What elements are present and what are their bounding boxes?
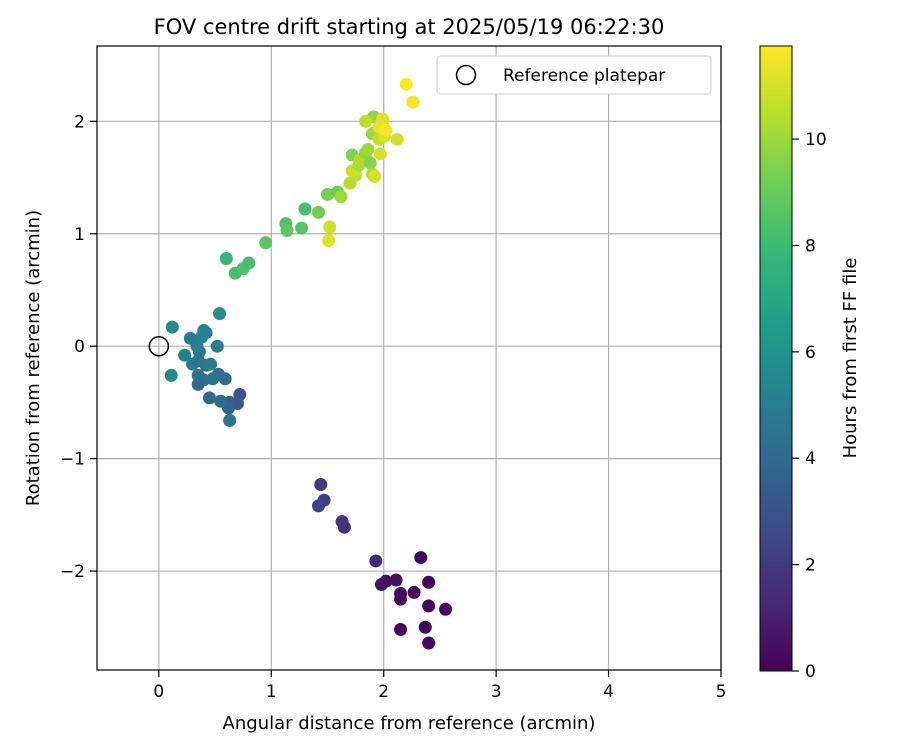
- colorbar-tick-label: 2: [805, 556, 816, 576]
- x-axis-label: Angular distance from reference (arcmin): [223, 713, 596, 734]
- data-point: [202, 391, 216, 405]
- colorbar-tick-label: 10: [805, 130, 827, 150]
- data-point: [374, 578, 388, 592]
- data-point: [223, 413, 237, 427]
- data-point: [280, 223, 294, 237]
- data-point: [295, 221, 309, 235]
- data-point: [334, 190, 348, 204]
- data-point: [219, 251, 233, 265]
- data-point: [422, 599, 436, 613]
- data-point: [379, 123, 393, 137]
- data-point: [311, 205, 325, 219]
- data-point: [214, 394, 228, 408]
- data-point: [422, 575, 436, 589]
- x-tick-label: 1: [266, 682, 277, 702]
- data-point: [373, 147, 387, 161]
- data-point: [199, 326, 213, 340]
- data-point: [164, 368, 178, 382]
- data-point: [406, 95, 420, 109]
- data-point: [422, 636, 436, 650]
- colorbar: 0 2 4 6 8 10 Hours from first FF file: [759, 45, 861, 682]
- data-point: [363, 156, 377, 170]
- legend: Reference platepar: [436, 55, 712, 95]
- plot-frame: [96, 45, 722, 671]
- data-point: [414, 551, 428, 565]
- y-tick-label: 0: [74, 337, 85, 357]
- data-point: [361, 142, 375, 156]
- y-tick-label: 1: [74, 225, 85, 245]
- colorbar-gradient: [759, 45, 793, 672]
- data-point: [394, 592, 408, 606]
- scatter-points: [164, 77, 453, 650]
- data-point: [368, 169, 382, 183]
- x-tick-label: 5: [716, 682, 727, 702]
- data-point: [439, 602, 453, 616]
- data-point: [298, 202, 312, 216]
- data-point: [322, 234, 336, 248]
- data-point: [389, 573, 403, 587]
- data-point: [407, 585, 421, 599]
- y-axis-label: Rotation from reference (arcmin): [23, 210, 44, 506]
- y-tick-label: −1: [60, 450, 85, 470]
- data-point: [323, 220, 337, 234]
- y-tick-label: 2: [74, 112, 85, 132]
- legend-reference-label: Reference platepar: [503, 66, 665, 86]
- data-point: [369, 554, 383, 568]
- y-tick-label: −2: [60, 562, 85, 582]
- data-point: [191, 377, 205, 391]
- data-point: [335, 515, 349, 529]
- data-point: [394, 623, 408, 637]
- x-axis-ticks: 0 1 2 3 4 5: [153, 670, 726, 702]
- data-point: [242, 256, 256, 270]
- data-point: [210, 339, 224, 353]
- data-point: [165, 320, 179, 334]
- data-point: [213, 307, 227, 321]
- colorbar-tick-label: 6: [805, 343, 816, 363]
- data-point: [191, 368, 205, 382]
- x-tick-label: 4: [603, 682, 614, 702]
- colorbar-ticks: 0 2 4 6 8 10: [792, 130, 827, 682]
- colorbar-tick-label: 4: [805, 449, 816, 469]
- data-point: [390, 132, 404, 146]
- data-point: [178, 348, 192, 362]
- data-point: [376, 112, 390, 126]
- reference-point-marker: [148, 335, 170, 357]
- data-point: [314, 477, 328, 491]
- colorbar-tick-label: 8: [805, 236, 816, 256]
- data-point: [399, 77, 413, 91]
- legend-reference-marker: [455, 64, 477, 86]
- plot-area: 0 1 2 3 4 5 −2 −1 0 1 2: [60, 45, 726, 702]
- colorbar-tick-label: 0: [805, 662, 816, 682]
- x-tick-label: 0: [153, 682, 164, 702]
- chart-title: FOV centre drift starting at 2025/05/19 …: [154, 15, 665, 39]
- data-point: [320, 187, 334, 201]
- data-point: [311, 499, 325, 513]
- x-tick-label: 2: [378, 682, 389, 702]
- data-point: [204, 357, 218, 371]
- data-point: [418, 620, 432, 634]
- data-point: [259, 236, 273, 250]
- data-point: [183, 331, 197, 345]
- legend-box: [436, 55, 712, 95]
- x-tick-label: 3: [491, 682, 502, 702]
- data-point: [359, 114, 373, 128]
- y-axis-ticks: −2 −1 0 1 2: [60, 112, 97, 582]
- colorbar-label: Hours from first FF file: [840, 258, 861, 459]
